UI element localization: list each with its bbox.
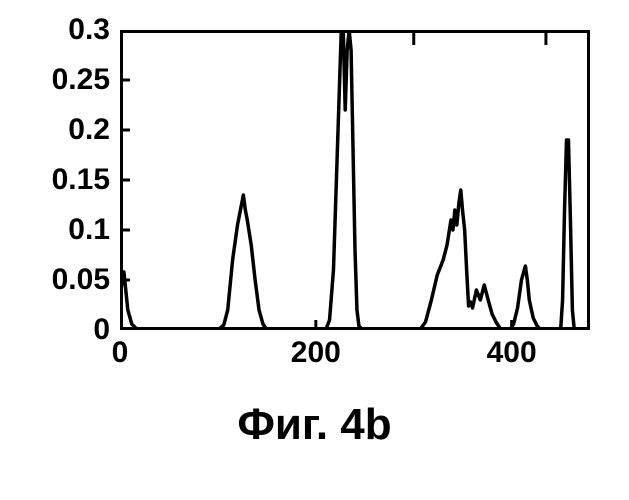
y-tick-label: 0.25 xyxy=(52,63,110,97)
x-tick-label: 200 xyxy=(291,336,341,370)
chart-svg xyxy=(120,30,590,330)
y-tick-label: 0 xyxy=(93,313,110,347)
y-tick-label: 0.05 xyxy=(52,263,110,297)
y-tick-label: 0.15 xyxy=(52,163,110,197)
figure-caption: Фиг. 4b xyxy=(0,400,629,450)
y-tick-label: 0.1 xyxy=(68,213,110,247)
figure-4b: { "chart": { "type": "line", "caption": … xyxy=(0,0,629,500)
y-tick-label: 0.3 xyxy=(68,13,110,47)
y-tick-label: 0.2 xyxy=(68,113,110,147)
x-tick-label: 0 xyxy=(112,336,129,370)
plot-area xyxy=(120,30,590,330)
x-tick-label: 400 xyxy=(487,336,537,370)
